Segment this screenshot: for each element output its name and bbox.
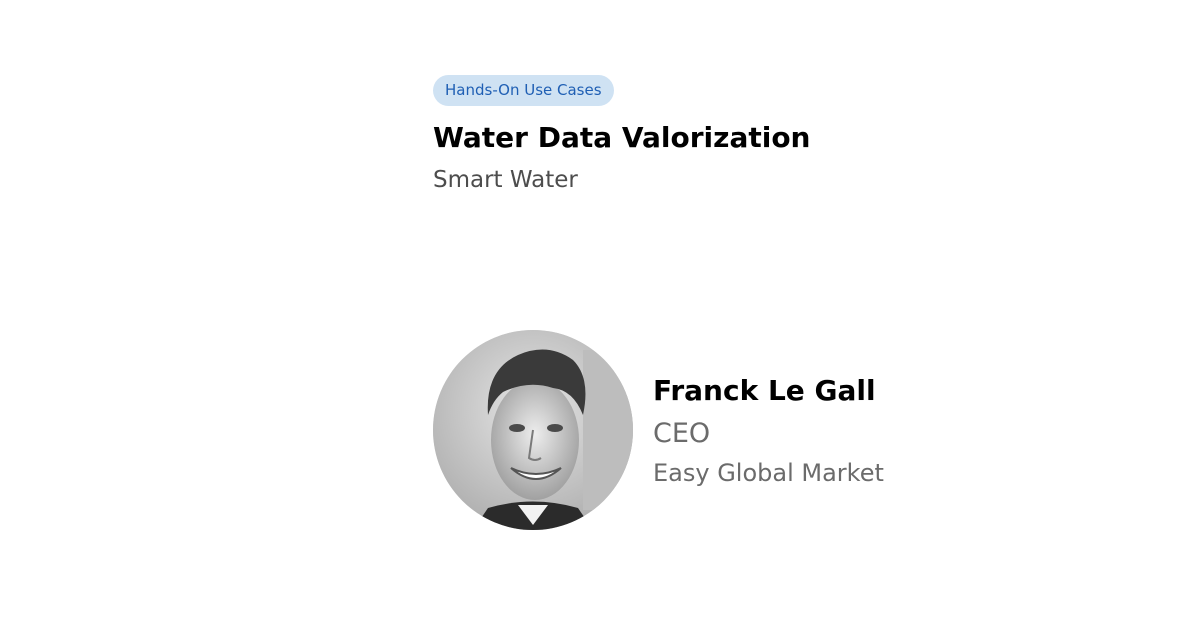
speaker-company: Easy Global Market [653, 459, 884, 487]
speaker-photo [433, 330, 633, 530]
speaker-role: CEO [653, 418, 711, 449]
speaker-block: Franck Le Gall CEO Easy Global Market [433, 330, 933, 530]
session-title: Water Data Valorization [433, 121, 811, 154]
category-tag: Hands-On Use Cases [433, 75, 614, 106]
session-subtitle: Smart Water [433, 167, 578, 193]
speaker-name: Franck Le Gall [653, 374, 876, 407]
speaker-portrait-icon [433, 330, 633, 530]
